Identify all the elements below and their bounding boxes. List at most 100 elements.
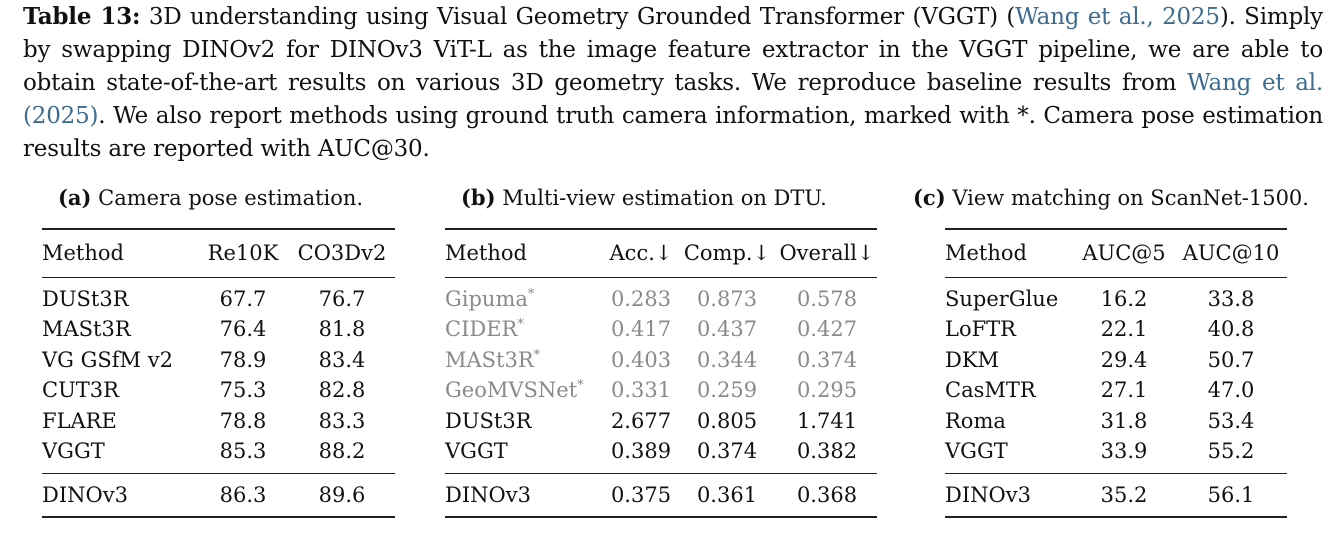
table-header-row: Method AUC@5 AUC@10: [945, 229, 1287, 277]
value-cell: 0.403: [610, 347, 672, 372]
value-cell: 0.382: [796, 439, 858, 463]
gt-camera-marker: *: [527, 286, 535, 302]
table-row: MASt3R* 0.403 0.344 0.374: [445, 345, 877, 376]
value-cell: 83.4: [318, 347, 366, 372]
value-cell: 0.417: [610, 317, 672, 341]
method-name: CIDER: [445, 317, 518, 341]
header-auc10: AUC@10: [1182, 241, 1280, 265]
best-value-cell: 0.361: [696, 482, 758, 507]
value-cell: 22.1: [1100, 317, 1148, 341]
value-cell: 50.7: [1207, 347, 1255, 372]
table-header-row: Method Acc.↓ Comp.↓ Overall↓: [445, 229, 877, 277]
gt-camera-marker: *: [577, 378, 584, 393]
value-cell: 27.1: [1100, 378, 1148, 402]
method-cell: VGGT: [445, 439, 508, 463]
method-cell: DINOv3: [445, 482, 531, 507]
table-row: VGGT 0.389 0.374 0.382: [445, 436, 877, 473]
subtable-a-label: (a): [58, 185, 92, 210]
subtable-a-title: Camera pose estimation.: [98, 186, 364, 210]
value-cell: 0.873: [696, 286, 758, 311]
value-cell: 81.8: [318, 317, 366, 341]
table-row: VGGT 33.9 55.2: [945, 436, 1287, 473]
value-cell: 78.9: [219, 347, 267, 372]
value-cell: 0.344: [696, 347, 758, 372]
method-cell: Gipuma*: [445, 277, 605, 314]
multiview-table: Method Acc.↓ Comp.↓ Overall↓ Gipuma* 0.28…: [445, 228, 877, 518]
caption-text-b: ). Simply by swapping DINOv2 for DINOv3 …: [23, 4, 1323, 96]
method-cell: GeoMVSNet*: [445, 375, 605, 406]
table-header-row: Method Re10K CO3Dv2: [42, 229, 395, 277]
method-cell: DUSt3R: [42, 286, 129, 311]
method-cell: SuperGlue: [945, 286, 1059, 311]
header-re10k: Re10K: [207, 241, 279, 265]
method-name: MASt3R: [445, 347, 534, 372]
method-cell: MASt3R: [42, 317, 131, 341]
method-cell: VGGT: [945, 439, 1008, 463]
citation-link-1[interactable]: Wang et al., 2025: [1015, 4, 1220, 30]
method-cell: CasMTR: [945, 378, 1036, 402]
value-cell: 76.7: [318, 286, 366, 311]
value-cell: 0.283: [610, 286, 672, 311]
value-cell: 0.374: [696, 439, 758, 463]
value-cell: 33.8: [1207, 286, 1255, 311]
table-row: FLARE 78.8 83.3: [42, 406, 395, 437]
method-cell: FLARE: [42, 408, 117, 433]
value-cell: 16.2: [1100, 286, 1148, 311]
camera-pose-table: Method Re10K CO3Dv2 DUSt3R 67.7 76.7 MASt3…: [42, 228, 395, 518]
header-method: Method: [42, 241, 124, 265]
citation-link-2[interactable]: Wang et al. (2025): [23, 70, 1324, 129]
table-row: CUT3R 75.3 82.8: [42, 375, 395, 406]
table-row: Roma 31.8 53.4: [945, 406, 1287, 437]
header-acc: Acc.↓: [609, 241, 673, 265]
table-row: CasMTR 27.1 47.0: [945, 375, 1287, 406]
best-value-cell: 89.6: [318, 482, 366, 507]
value-cell: 0.295: [796, 378, 858, 402]
method-cell: VG GSfM v2: [42, 347, 173, 372]
value-cell: 0.578: [796, 286, 858, 311]
subtable-c-caption: (c) View matching on ScanNet-1500.: [913, 184, 1309, 212]
subtable-c-label: (c): [913, 185, 946, 210]
table-row: VG GSfM v2 78.9 83.4: [42, 345, 395, 376]
value-cell: 0.331: [610, 378, 672, 402]
value-cell: 0.374: [796, 347, 858, 372]
gt-camera-marker: *: [533, 347, 541, 363]
value-cell: 0.437: [696, 317, 758, 341]
value-cell: 67.7: [219, 286, 267, 311]
table-row: MASt3R 76.4 81.8: [42, 314, 395, 345]
caption-text-a: 3D understanding using Visual Geometry G…: [148, 4, 1016, 30]
subtable-c-title: View matching on ScanNet-1500.: [952, 186, 1309, 210]
value-cell: 2.677: [610, 408, 672, 433]
value-cell: 0.389: [610, 439, 672, 463]
value-cell: 53.4: [1207, 408, 1255, 433]
best-value-cell: 86.3: [219, 482, 267, 507]
header-co3dv2: CO3Dv2: [297, 241, 387, 265]
subtable-b-label: (b): [461, 185, 496, 210]
table-row: DKM 29.4 50.7: [945, 345, 1287, 376]
table-row: GeoMVSNet* 0.331 0.259 0.295: [445, 375, 877, 406]
header-method: Method: [945, 241, 1027, 265]
method-cell: Roma: [945, 408, 1006, 433]
method-name: Gipuma: [445, 286, 528, 311]
method-cell: LoFTR: [945, 317, 1016, 341]
best-value-cell: 0.368: [796, 482, 858, 507]
value-cell: 0.427: [796, 317, 858, 341]
header-comp: Comp.↓: [683, 241, 771, 265]
header-overall: Overall↓: [779, 241, 875, 265]
caption-text-c: . We also report methods using ground tr…: [23, 103, 1323, 162]
method-cell: DINOv3: [42, 482, 128, 507]
value-cell: 85.3: [219, 439, 267, 463]
method-name: GeoMVSNet: [445, 378, 578, 402]
value-cell: 76.4: [219, 317, 267, 341]
table-row: LoFTR 22.1 40.8: [945, 314, 1287, 345]
method-cell: CIDER*: [445, 314, 605, 345]
value-cell: 1.741: [796, 408, 858, 433]
table-caption: Table 13: 3D understanding using Visual …: [23, 0, 1323, 166]
final-row: DINOv3 0.375 0.361 0.368: [445, 473, 877, 517]
value-cell: 78.8: [219, 408, 267, 433]
table-row: DUSt3R 67.7 76.7: [42, 277, 395, 314]
method-cell: DINOv3: [945, 482, 1031, 507]
header-method: Method: [445, 241, 527, 265]
table-row: SuperGlue 16.2 33.8: [945, 277, 1287, 314]
value-cell: 40.8: [1207, 317, 1255, 341]
header-auc5: AUC@5: [1082, 241, 1166, 265]
